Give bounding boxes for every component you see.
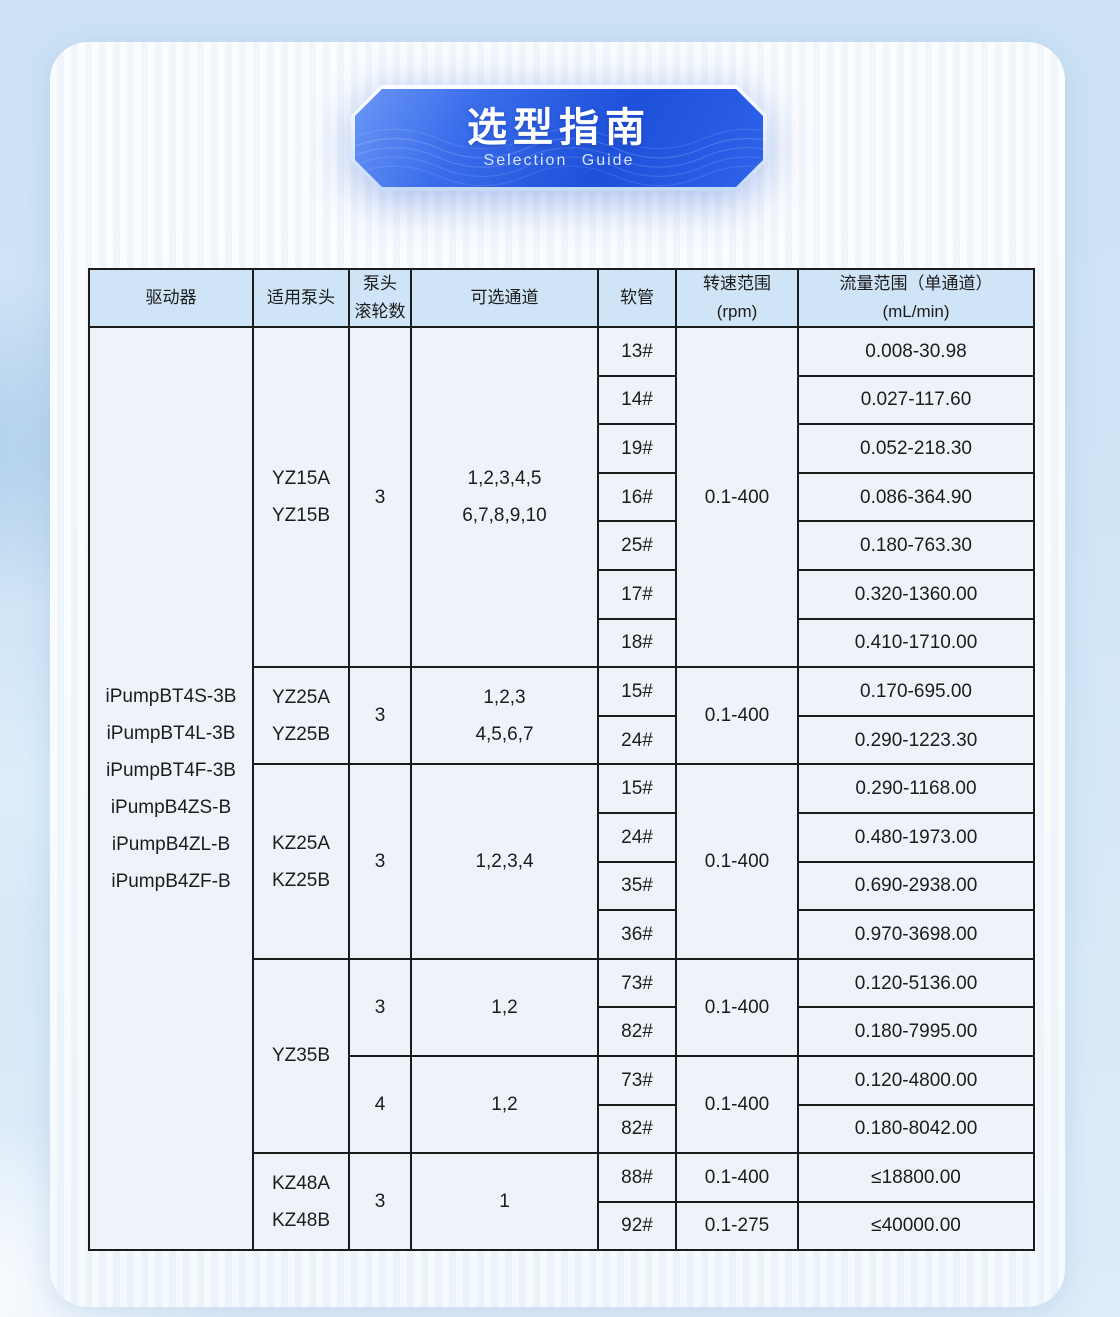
tubing-cell: 13# bbox=[597, 326, 677, 377]
column-header-driver: 驱动器 bbox=[88, 268, 254, 328]
flow-cell: 0.290-1168.00 bbox=[797, 763, 1035, 814]
rpm-cell: 0.1-400 bbox=[675, 325, 799, 669]
flow-cell: 0.052-218.30 bbox=[797, 423, 1035, 474]
banner-subtitle: Selection Guide bbox=[483, 151, 635, 169]
rpm-cell: 0.1-400 bbox=[675, 957, 799, 1057]
channels-cell: 1,2,3,4 bbox=[410, 763, 599, 960]
tubing-cell: 24# bbox=[597, 811, 677, 863]
tubing-cell: 82# bbox=[597, 1006, 677, 1057]
channels-cell: 1,2,3 4,5,6,7 bbox=[410, 666, 599, 766]
table-row: 16# 0.086-364.90 bbox=[89, 471, 1035, 523]
flow-cell: 0.970-3698.00 bbox=[797, 909, 1035, 960]
flow-cell: ≤18800.00 bbox=[797, 1152, 1035, 1203]
flow-cell: 0.180-8042.00 bbox=[797, 1103, 1035, 1155]
banner-body: 选型指南 Selection Guide bbox=[355, 89, 763, 187]
flow-cell: ≤40000.00 bbox=[797, 1200, 1035, 1252]
rpm-cell: 0.1-400 bbox=[675, 1152, 799, 1203]
pump-head-cell: YZ15A YZ15B bbox=[252, 325, 350, 669]
tubing-cell: 15# bbox=[597, 763, 677, 814]
pump-head-cell: YZ35B bbox=[252, 957, 350, 1155]
tubing-cell: 92# bbox=[597, 1200, 677, 1252]
pump-head-cell: KZ25A KZ25B bbox=[252, 763, 350, 960]
tubing-cell: 17# bbox=[597, 568, 677, 620]
flow-cell: 0.120-5136.00 bbox=[797, 957, 1035, 1009]
table-row: iPumpBT4S-3B iPumpBT4L-3B iPumpBT4F-3B i… bbox=[88, 325, 1035, 1252]
channels-cell: 1,2 bbox=[410, 1054, 599, 1155]
tubing-cell: 73# bbox=[597, 1054, 677, 1106]
rollers-cell: 3 bbox=[348, 957, 412, 1057]
rpm-cell: 0.1-400 bbox=[675, 1054, 799, 1155]
wave-pattern-icon bbox=[355, 89, 763, 187]
table-row: 36# 0.970-3698.00 bbox=[89, 909, 1035, 960]
tubing-cell: 19# bbox=[597, 423, 677, 474]
flow-cell: 0.170-695.00 bbox=[797, 666, 1035, 717]
rollers-cell: 3 bbox=[348, 1152, 412, 1252]
rollers-cell: 3 bbox=[348, 666, 412, 766]
flow-cell: 0.320-1360.00 bbox=[797, 568, 1035, 620]
channels-cell: 1,2 bbox=[410, 957, 599, 1057]
flow-cell: 0.180-7995.00 bbox=[797, 1006, 1035, 1057]
table-header-row: 驱动器 适用泵头 泵头 滚轮数 可选通道 软管 转速范围 (rpm) 流量范围（… bbox=[88, 268, 1035, 328]
pump-head-cell: KZ48A KZ48B bbox=[252, 1152, 350, 1252]
banner-title: 选型指南 bbox=[467, 105, 651, 150]
table-row: 24# 0.480-1973.00 bbox=[89, 811, 1035, 863]
channels-cell: 1 bbox=[410, 1152, 599, 1252]
column-header-tubing: 软管 bbox=[597, 268, 677, 328]
rpm-cell: 0.1-400 bbox=[675, 763, 799, 960]
selection-table: 驱动器 适用泵头 泵头 滚轮数 可选通道 软管 转速范围 (rpm) 流量范围（… bbox=[88, 268, 1035, 1252]
table-row: 4 1,2 73# 0.1-400 0.120-4800.00 bbox=[89, 1054, 1035, 1155]
rollers-cell: 3 bbox=[348, 763, 412, 960]
table-row: 19# 0.052-218.30 bbox=[89, 423, 1035, 474]
tubing-cell: 14# bbox=[597, 374, 677, 426]
column-header-channels: 可选通道 bbox=[410, 268, 599, 328]
tubing-cell: 82# bbox=[597, 1103, 677, 1155]
table-row: KZ48A KZ48B 3 1 88# 0.1-400 ≤18800.00 bbox=[89, 1152, 1035, 1252]
tubing-cell: 35# bbox=[597, 860, 677, 912]
tubing-cell: 15# bbox=[597, 666, 677, 717]
flow-cell: 0.008-30.98 bbox=[797, 326, 1035, 377]
table-row: 17# 0.320-1360.00 bbox=[89, 568, 1035, 620]
column-header-pump-head: 适用泵头 bbox=[252, 268, 350, 328]
pump-head-cell: YZ25A YZ25B bbox=[252, 666, 350, 766]
tubing-cell: 73# bbox=[597, 957, 677, 1009]
table-row: 18# 0.410-1710.00 bbox=[89, 617, 1035, 669]
flow-cell: 0.120-4800.00 bbox=[797, 1054, 1035, 1106]
column-header-speed: 转速范围 (rpm) bbox=[675, 268, 799, 328]
selection-guide-banner: 选型指南 Selection Guide bbox=[351, 85, 767, 191]
rpm-cell: 0.1-400 bbox=[675, 666, 799, 766]
driver-cell: iPumpBT4S-3B iPumpBT4L-3B iPumpBT4F-3B i… bbox=[88, 325, 254, 1252]
flow-cell: 0.180-763.30 bbox=[797, 520, 1035, 571]
table-row: 82# 0.180-8042.00 bbox=[89, 1103, 1035, 1155]
rollers-cell: 4 bbox=[348, 1054, 412, 1155]
flow-cell: 0.410-1710.00 bbox=[797, 617, 1035, 669]
table-row: 35# 0.690-2938.00 bbox=[89, 860, 1035, 912]
flow-cell: 0.480-1973.00 bbox=[797, 811, 1035, 863]
column-header-flow: 流量范围（单通道） (mL/min) bbox=[797, 268, 1035, 328]
flow-cell: 0.690-2938.00 bbox=[797, 860, 1035, 912]
rollers-cell: 3 bbox=[348, 325, 412, 669]
tubing-cell: 36# bbox=[597, 909, 677, 960]
table-row: 92# 0.1-275 ≤40000.00 bbox=[89, 1200, 1035, 1252]
tubing-cell: 18# bbox=[597, 617, 677, 669]
table-row: YZ35B 3 1,2 73# 0.1-400 0.120-5136.00 bbox=[89, 957, 1035, 1155]
tubing-cell: 24# bbox=[597, 714, 677, 766]
table-row: 24# 0.290-1223.30 bbox=[89, 714, 1035, 766]
table-row: 82# 0.180-7995.00 bbox=[89, 1006, 1035, 1057]
tubing-cell: 88# bbox=[597, 1152, 677, 1203]
table-row: 14# 0.027-117.60 bbox=[89, 374, 1035, 426]
column-header-rollers: 泵头 滚轮数 bbox=[348, 268, 412, 328]
flow-cell: 0.290-1223.30 bbox=[797, 714, 1035, 766]
rpm-cell: 0.1-275 bbox=[675, 1200, 799, 1252]
table-row: YZ25A YZ25B 3 1,2,3 4,5,6,7 15# 0.1-400 … bbox=[89, 666, 1035, 766]
flow-cell: 0.027-117.60 bbox=[797, 374, 1035, 426]
tubing-cell: 16# bbox=[597, 471, 677, 523]
tubing-cell: 25# bbox=[597, 520, 677, 571]
channels-cell: 1,2,3,4,5 6,7,8,9,10 bbox=[410, 325, 599, 669]
flow-cell: 0.086-364.90 bbox=[797, 471, 1035, 523]
table-row: KZ25A KZ25B 3 1,2,3,4 15# 0.1-400 0.290-… bbox=[89, 763, 1035, 960]
table-row: 25# 0.180-763.30 bbox=[89, 520, 1035, 571]
